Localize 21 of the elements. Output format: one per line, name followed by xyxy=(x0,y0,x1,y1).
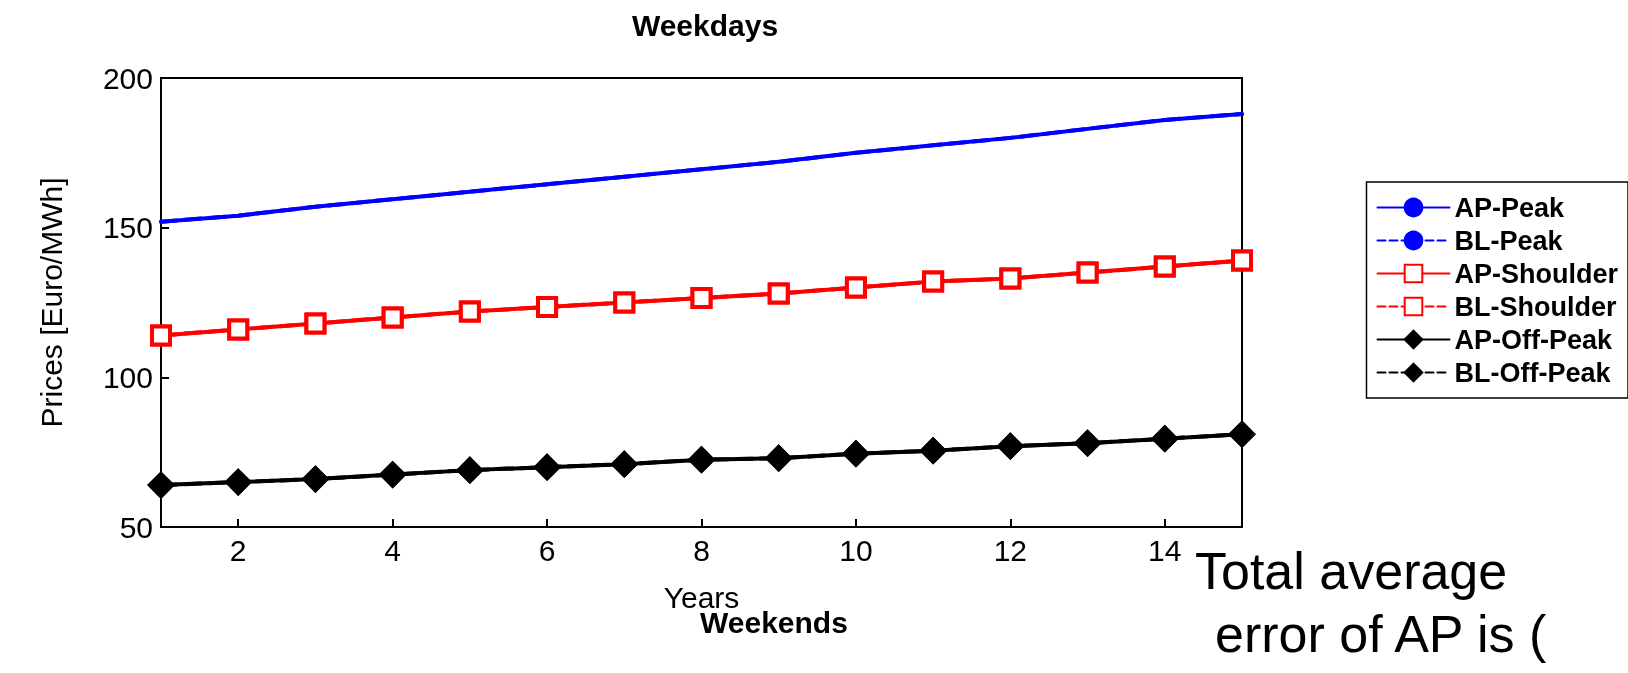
y-tick-label: 100 xyxy=(102,360,153,394)
text: error of AP is ( xyxy=(1215,605,1548,663)
legend-label: AP-Off-Peak xyxy=(1454,324,1614,355)
x-tick-label: 2 xyxy=(229,533,247,567)
x-tick-label: 8 xyxy=(693,533,710,567)
legend-label: AP-Peak xyxy=(1454,192,1566,223)
legend-label: BL-Shoulder xyxy=(1454,291,1617,322)
text: Total average xyxy=(1195,542,1508,600)
x-tick-label: 10 xyxy=(839,533,873,567)
chart-title: Weekdays xyxy=(631,8,779,42)
x-tick-label: 14 xyxy=(1148,533,1182,567)
y-axis-title: Prices [Euro/MWh] xyxy=(34,177,68,428)
legend-label: BL-Off-Peak xyxy=(1454,357,1612,388)
y-tick-label: 150 xyxy=(102,211,153,245)
legend-label: AP-Shoulder xyxy=(1454,258,1619,289)
x-tick-label: 4 xyxy=(384,533,401,567)
x-tick-label: 12 xyxy=(993,533,1028,567)
y-tick-label: 200 xyxy=(102,61,153,95)
y-tick-label: 50 xyxy=(119,510,153,544)
x-tick-label: 6 xyxy=(538,533,556,567)
legend-label: BL-Peak xyxy=(1454,225,1564,256)
